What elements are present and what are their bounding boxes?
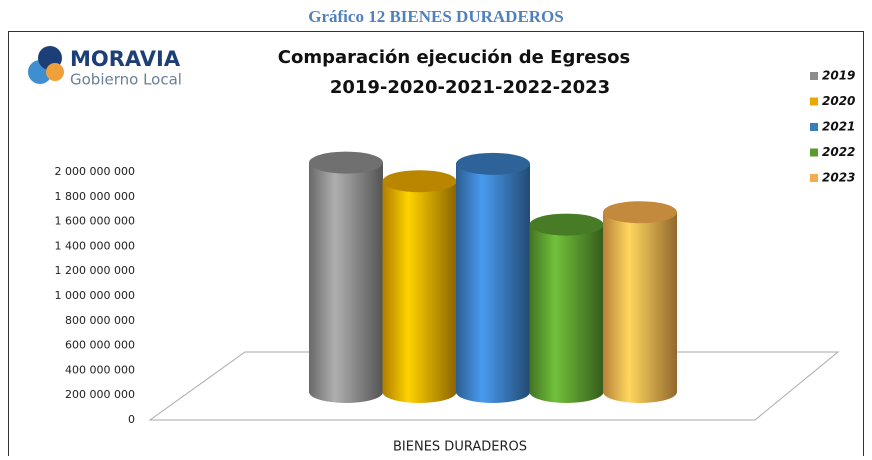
bar-top bbox=[456, 152, 530, 175]
bar-top bbox=[603, 201, 677, 224]
y-tick-label: 2 000 000 000 bbox=[55, 165, 135, 178]
y-tick-label: 1 400 000 000 bbox=[55, 239, 135, 252]
legend-label: 2022 bbox=[822, 145, 855, 159]
y-tick-label: 200 000 000 bbox=[65, 388, 135, 401]
legend-swatch bbox=[810, 97, 818, 106]
logo-name: MORAVIA bbox=[70, 47, 181, 71]
logo-dot bbox=[46, 63, 64, 81]
bar-top bbox=[309, 151, 383, 174]
bar-body bbox=[603, 212, 677, 392]
logo: MORAVIA Gobierno Local bbox=[28, 46, 182, 89]
y-tick-label: 400 000 000 bbox=[65, 363, 135, 376]
bar-top bbox=[529, 213, 604, 236]
y-tick-label: 0 bbox=[128, 413, 135, 426]
chart-frame bbox=[8, 31, 864, 460]
chart-title: 2019-2020-2021-2022-2023 bbox=[330, 77, 610, 98]
y-tick-label: 1 200 000 000 bbox=[55, 264, 135, 277]
bar-body bbox=[309, 162, 383, 392]
legend-swatch bbox=[810, 174, 818, 182]
y-tick-label: 600 000 000 bbox=[65, 339, 135, 352]
bar bbox=[382, 170, 457, 403]
legend-swatch bbox=[810, 148, 818, 157]
y-tick-label: 1 000 000 000 bbox=[55, 289, 135, 302]
y-tick-label: 1 800 000 000 bbox=[55, 190, 135, 203]
bar bbox=[456, 152, 530, 403]
logo-subtitle: Gobierno Local bbox=[70, 71, 182, 89]
legend-label: 2019 bbox=[822, 69, 855, 83]
floor bbox=[148, 351, 840, 421]
x-tick-label: BIENES DURADEROS bbox=[393, 440, 527, 455]
heading: Gráfico 12 BIENES DURADEROS bbox=[308, 7, 564, 26]
legend-label: 2021 bbox=[822, 120, 855, 134]
bar-body bbox=[529, 224, 604, 392]
legend-swatch bbox=[810, 72, 818, 80]
bar bbox=[309, 151, 383, 403]
bar-body bbox=[456, 163, 530, 392]
bar-top bbox=[382, 170, 457, 193]
y-tick-label: 800 000 000 bbox=[65, 314, 135, 327]
legend-label: 2023 bbox=[822, 171, 855, 185]
bar bbox=[529, 213, 604, 403]
y-tick-label: 1 600 000 000 bbox=[55, 215, 135, 228]
chart-title: Comparación ejecución de Egresos bbox=[278, 47, 630, 68]
bar-body bbox=[382, 181, 457, 392]
bar bbox=[603, 201, 677, 403]
legend-label: 2020 bbox=[822, 94, 855, 108]
legend-swatch bbox=[810, 123, 818, 131]
